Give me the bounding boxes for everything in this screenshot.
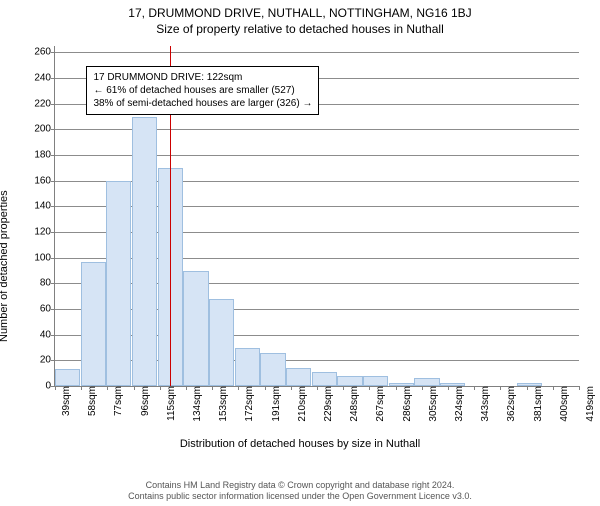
- y-tick-label: 100: [34, 252, 55, 263]
- x-tick-label: 419sqm: [579, 386, 596, 422]
- histogram-bar: [106, 181, 131, 386]
- y-tick-label: 240: [34, 73, 55, 84]
- x-tick-label: 267sqm: [369, 386, 386, 422]
- y-tick-label: 160: [34, 175, 55, 186]
- x-tick-label: 172sqm: [238, 386, 255, 422]
- x-tick-label: 134sqm: [186, 386, 203, 422]
- y-axis-label: Number of detached properties: [0, 190, 10, 342]
- plot-area: 02040608010012014016018020022024026039sq…: [54, 46, 579, 387]
- x-tick-label: 77sqm: [107, 386, 124, 416]
- footer: Contains HM Land Registry data © Crown c…: [0, 480, 600, 502]
- x-tick-label: 58sqm: [81, 386, 98, 416]
- x-tick-label: 115sqm: [160, 386, 177, 421]
- y-tick-label: 140: [34, 201, 55, 212]
- info-box: 17 DRUMMOND DRIVE: 122sqm← 61% of detach…: [86, 66, 319, 115]
- x-tick-label: 324sqm: [448, 386, 465, 422]
- page-title: 17, DRUMMOND DRIVE, NUTHALL, NOTTINGHAM,…: [0, 6, 600, 20]
- info-box-line: 17 DRUMMOND DRIVE: 122sqm: [93, 71, 312, 84]
- histogram-bar: [440, 383, 465, 386]
- y-tick-label: 40: [40, 329, 55, 340]
- y-tick-label: 80: [40, 278, 55, 289]
- y-tick-label: 180: [34, 150, 55, 161]
- histogram-bar: [132, 117, 157, 386]
- y-tick-label: 260: [34, 47, 55, 58]
- x-tick-label: 343sqm: [474, 386, 491, 422]
- x-tick-label: 381sqm: [527, 386, 544, 422]
- histogram-bar: [55, 369, 80, 386]
- histogram-bar: [312, 372, 337, 386]
- x-tick-label: 210sqm: [291, 386, 308, 422]
- footer-line-2: Contains public sector information licen…: [0, 491, 600, 502]
- histogram-bar: [260, 353, 285, 386]
- x-axis-label: Distribution of detached houses by size …: [0, 438, 600, 450]
- histogram-bar: [363, 376, 388, 386]
- histogram-bar: [414, 378, 439, 386]
- y-tick-label: 220: [34, 98, 55, 109]
- histogram-bar: [209, 299, 234, 386]
- x-tick-label: 248sqm: [343, 386, 360, 422]
- x-tick-label: 400sqm: [553, 386, 570, 422]
- x-tick-label: 229sqm: [317, 386, 334, 422]
- y-tick-label: 60: [40, 304, 55, 315]
- y-tick-label: 200: [34, 124, 55, 135]
- histogram-bar: [337, 376, 362, 386]
- x-tick-label: 96sqm: [134, 386, 151, 416]
- y-tick-label: 120: [34, 227, 55, 238]
- x-tick-label: 286sqm: [396, 386, 413, 422]
- histogram-bar: [517, 383, 542, 386]
- histogram-bar: [389, 383, 414, 386]
- footer-line-1: Contains HM Land Registry data © Crown c…: [0, 480, 600, 491]
- histogram-bar: [286, 368, 311, 386]
- x-tick-label: 39sqm: [55, 386, 72, 416]
- x-tick-label: 305sqm: [422, 386, 439, 422]
- info-box-line: 38% of semi-detached houses are larger (…: [93, 97, 312, 110]
- histogram-bar: [183, 271, 208, 386]
- y-tick-label: 20: [40, 355, 55, 366]
- page-subtitle: Size of property relative to detached ho…: [0, 22, 600, 36]
- info-box-line: ← 61% of detached houses are smaller (52…: [93, 84, 312, 97]
- histogram-bar: [81, 262, 106, 386]
- y-tick-label: 0: [45, 381, 55, 392]
- chart-container: Number of detached properties 0204060801…: [0, 42, 600, 452]
- histogram-bar: [235, 348, 260, 386]
- x-tick-label: 191sqm: [265, 386, 282, 422]
- x-tick-label: 153sqm: [212, 386, 229, 422]
- x-tick-label: 362sqm: [500, 386, 517, 422]
- gridline: [55, 52, 579, 53]
